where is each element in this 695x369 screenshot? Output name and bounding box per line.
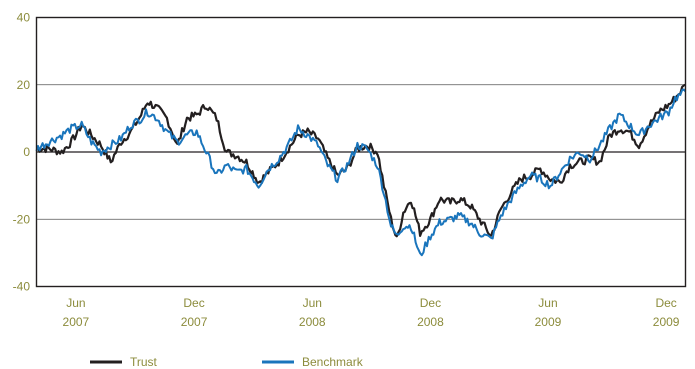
x-tick-label-year: 2009 — [535, 315, 562, 329]
x-tick-label-month: Jun — [303, 296, 322, 310]
y-tick-label: 0 — [23, 145, 30, 159]
legend: Trust Benchmark — [90, 355, 364, 369]
x-tick-label-month: Dec — [420, 296, 441, 310]
y-tick-label: 20 — [17, 78, 31, 92]
legend-label-benchmark: Benchmark — [302, 355, 364, 369]
x-tick-label-year: 2008 — [417, 315, 444, 329]
y-tick-label: 40 — [17, 11, 31, 25]
series-line-trust — [36, 83, 686, 238]
x-tick-label-year: 2007 — [63, 315, 90, 329]
x-tick-label-year: 2007 — [181, 315, 208, 329]
x-tick-label-year: 2008 — [299, 315, 326, 329]
y-tick-label: -40 — [13, 280, 31, 294]
grid-layer — [36, 84, 686, 220]
y-tick-label: -20 — [13, 212, 31, 226]
x-tick-label-month: Jun — [538, 296, 557, 310]
x-axis-labels: Jun 2007 Dec 2007 Jun 2008 Dec 2008 Jun 2009 Dec 20… — [63, 296, 680, 329]
x-tick-label-month: Dec — [655, 296, 676, 310]
series-line-benchmark — [35, 88, 687, 257]
y-axis-labels: -40 -20 0 20 40 — [13, 11, 31, 294]
x-tick-label-year: 2009 — [653, 315, 680, 329]
legend-label-trust: Trust — [130, 355, 158, 369]
x-tick-label-month: Jun — [66, 296, 85, 310]
series-layer — [35, 83, 687, 257]
plot-area-frame — [35, 16, 687, 288]
x-tick-label-month: Dec — [183, 296, 204, 310]
